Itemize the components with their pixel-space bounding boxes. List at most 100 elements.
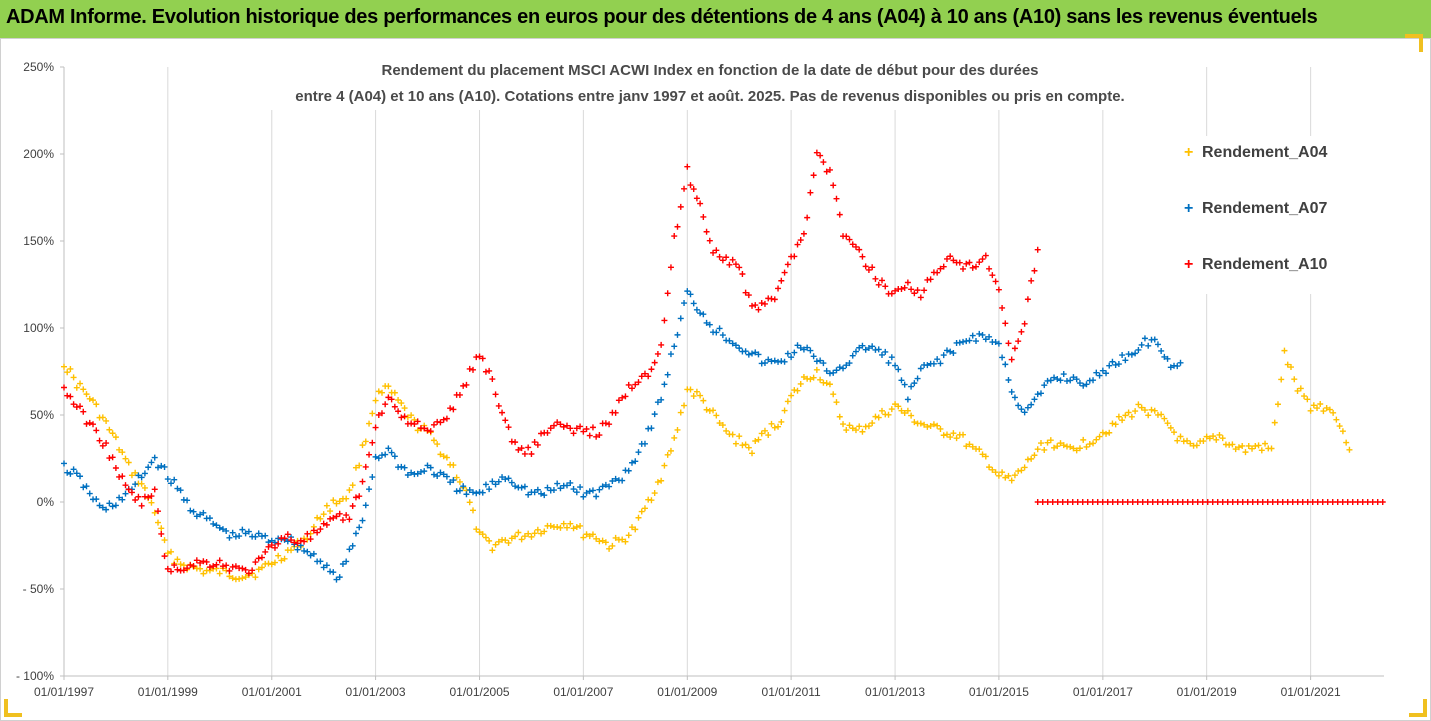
series-marker: [226, 567, 233, 574]
series-marker: [258, 554, 265, 561]
series-marker: [852, 348, 859, 355]
series-marker: [534, 526, 541, 533]
series-marker: [550, 422, 557, 429]
series-marker: [960, 431, 967, 438]
series-marker: [1333, 416, 1340, 423]
series-marker: [119, 473, 126, 480]
series-marker: [103, 440, 110, 447]
series-marker: [141, 484, 148, 491]
series-marker: [1028, 277, 1035, 284]
series-marker: [200, 509, 207, 516]
series-marker: [430, 471, 437, 478]
series-marker: [1281, 347, 1288, 354]
series-marker: [528, 533, 535, 540]
series-marker: [148, 499, 155, 506]
series-marker: [563, 524, 570, 531]
series-marker: [521, 483, 528, 490]
series-marker: [356, 524, 363, 531]
series-marker: [1125, 409, 1132, 416]
series-marker: [1090, 440, 1097, 447]
series-marker: [628, 385, 635, 392]
series-marker: [450, 477, 457, 484]
series-marker: [1284, 361, 1291, 368]
series-marker: [681, 300, 688, 307]
series-marker: [1161, 415, 1168, 422]
series-marker: [784, 398, 791, 405]
series-marker: [856, 344, 863, 351]
series-marker: [190, 563, 197, 570]
series-marker: [732, 440, 739, 447]
series-marker: [606, 545, 613, 552]
series-marker: [424, 462, 431, 469]
series-marker: [602, 420, 609, 427]
series-marker: [67, 470, 74, 477]
series-marker: [93, 401, 100, 408]
series-marker: [1070, 445, 1077, 452]
series-marker: [421, 468, 428, 475]
series-marker: [1099, 429, 1106, 436]
series-marker: [1057, 377, 1064, 384]
series-marker: [61, 384, 67, 391]
series-marker: [437, 469, 444, 476]
series-marker: [570, 486, 577, 493]
series-marker: [560, 423, 567, 430]
series-marker: [132, 497, 139, 504]
series-marker: [1119, 352, 1126, 359]
series-marker: [1109, 358, 1116, 365]
series-marker: [83, 420, 90, 427]
series-marker: [239, 565, 246, 572]
series-marker: [1008, 356, 1015, 363]
series-marker: [398, 400, 405, 407]
series-marker: [297, 537, 304, 544]
series-marker: [275, 540, 282, 547]
series-marker: [249, 567, 256, 574]
series-marker: [765, 432, 772, 439]
series-marker: [706, 321, 713, 328]
series-marker: [495, 402, 502, 409]
series-marker: [265, 560, 272, 567]
series-marker: [440, 471, 447, 478]
series-marker: [1047, 377, 1054, 384]
series-marker: [937, 360, 944, 367]
series-marker: [810, 353, 817, 360]
series-marker: [492, 391, 499, 398]
series-marker: [641, 370, 648, 377]
series-marker: [937, 425, 944, 432]
series-marker: [1323, 404, 1330, 411]
series-marker: [70, 401, 77, 408]
series-marker: [1024, 404, 1031, 411]
chart-grid: [63, 67, 1312, 676]
series-marker: [197, 511, 204, 518]
series-marker: [875, 414, 882, 421]
series-marker: [817, 376, 824, 383]
series-marker: [956, 339, 963, 346]
series-marker: [366, 420, 373, 427]
series-marker: [635, 379, 642, 386]
series-marker: [693, 388, 700, 395]
series-marker: [674, 426, 681, 433]
series-marker: [560, 520, 567, 527]
series-marker: [788, 354, 795, 361]
series-marker: [86, 490, 93, 497]
series-marker: [206, 564, 213, 571]
series-marker: [554, 523, 561, 530]
series-marker: [349, 542, 356, 549]
series-marker: [456, 487, 463, 494]
series-marker: [619, 394, 626, 401]
series-marker: [1307, 407, 1314, 414]
series-marker: [1177, 359, 1184, 366]
series-marker: [667, 447, 674, 454]
page-title: ADAM Informe. Evolution historique des p…: [0, 0, 1431, 38]
series-marker: [557, 524, 564, 531]
series-marker: [391, 403, 398, 410]
series-marker: [343, 512, 350, 519]
series-marker: [830, 391, 837, 398]
series-marker: [255, 566, 262, 573]
series-marker: [469, 507, 476, 514]
series-marker: [573, 425, 580, 432]
series-marker: [210, 563, 217, 570]
series-marker: [775, 285, 782, 292]
series-marker: [752, 302, 759, 309]
series-marker: [434, 473, 441, 480]
